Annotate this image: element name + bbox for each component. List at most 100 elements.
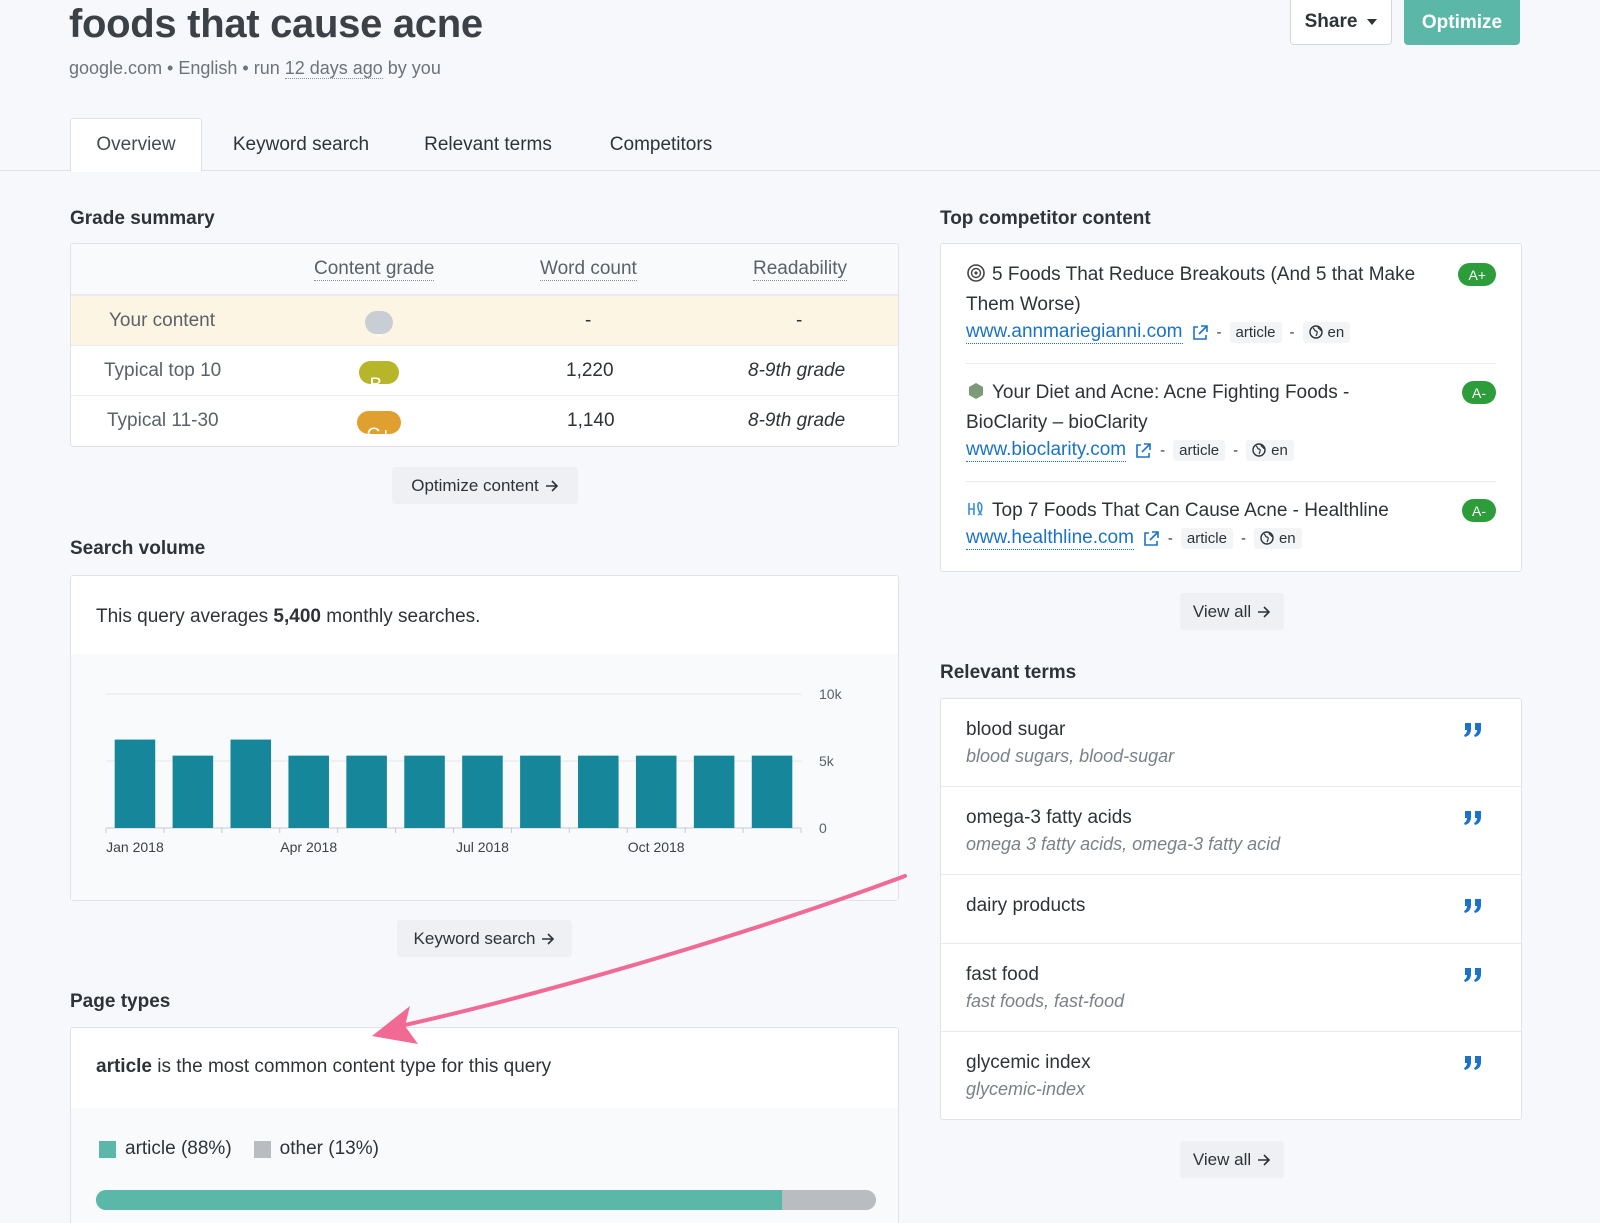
quote-icon[interactable] <box>1463 897 1483 915</box>
keyword-search-button[interactable]: Keyword search <box>397 920 572 957</box>
bar <box>578 755 619 828</box>
page-header: foods that cause acne google.com • Engli… <box>0 0 1600 172</box>
top-competitor-title: Top competitor content <box>940 208 1151 229</box>
term-item[interactable]: omega-3 fatty acids omega 3 fatty acids,… <box>941 787 1521 875</box>
optimize-content-button[interactable]: Optimize content <box>392 467 578 504</box>
separator: - <box>1240 530 1246 547</box>
share-label: Share <box>1304 11 1358 32</box>
competitor-link[interactable]: www.annmariegianni.com <box>966 321 1183 344</box>
term-variants: glycemic-index <box>966 1079 1086 1099</box>
language-code: en <box>1327 324 1345 341</box>
grade-badge: A+ <box>1458 263 1496 286</box>
term-variants: blood sugars, blood-sugar <box>966 746 1175 766</box>
view-all-terms-button[interactable]: View all <box>1180 1141 1284 1178</box>
competitor-title[interactable]: 5 Foods That Reduce Breakouts (And 5 tha… <box>966 260 1496 320</box>
language-code: en <box>1278 530 1296 547</box>
quote-icon[interactable] <box>1463 1054 1483 1072</box>
competitor-title[interactable]: Top 7 Foods That Can Cause Acne - Health… <box>966 496 1496 526</box>
row-label: Typical 11-30 <box>107 410 219 431</box>
search-volume-title: Search volume <box>70 538 206 559</box>
share-button[interactable]: Share <box>1290 0 1392 45</box>
run-time[interactable]: 12 days ago <box>284 58 383 79</box>
bar <box>751 755 793 828</box>
grade-summary-title: Grade summary <box>70 208 215 229</box>
language-code: en <box>1271 442 1288 459</box>
competitor-title-text: 5 Foods That Reduce Breakouts (And 5 tha… <box>966 264 1416 315</box>
page-types-title: Page types <box>70 991 171 1012</box>
search-volume-card: This query averages 5,400 monthly search… <box>70 575 899 901</box>
external-link-icon[interactable] <box>1191 324 1209 342</box>
bar <box>635 755 677 828</box>
term-item[interactable]: dairy products <box>941 875 1521 944</box>
table-row-11-30: Typical 11-30 C+ 1,140 8-9th grade <box>71 396 898 446</box>
hexagon-favicon-icon <box>969 383 983 399</box>
term-variants: fast foods, fast-food <box>966 991 1125 1011</box>
tab-overview[interactable]: Overview <box>70 118 202 172</box>
y-tick-label: 5k <box>819 753 835 769</box>
grade-badge: A- <box>1462 381 1496 404</box>
optimize-button[interactable]: Optimize <box>1404 0 1520 45</box>
bar <box>404 755 445 828</box>
separator: - <box>1289 324 1295 341</box>
competitor-title[interactable]: Your Diet and Acne: Acne Fighting Foods … <box>966 378 1496 438</box>
content-type-tag: article <box>1180 528 1233 549</box>
term-item[interactable]: glycemic index glycemic-index <box>941 1032 1521 1118</box>
competitor-meta: www.bioclarity.com - article - en <box>966 439 1496 462</box>
search-volume-summary: This query averages 5,400 monthly search… <box>96 606 480 628</box>
y-tick-label: 0 <box>819 820 827 836</box>
x-tick-label: Apr 2018 <box>280 839 337 855</box>
term-item[interactable]: fast food fast foods, fast-food <box>941 944 1521 1032</box>
view-all-competitors-button[interactable]: View all <box>1180 593 1284 630</box>
tab-keyword-search[interactable]: Keyword search <box>232 134 370 155</box>
view-all-label: View all <box>1192 1149 1252 1169</box>
external-link-icon[interactable] <box>1142 530 1160 548</box>
readability: - <box>796 310 803 331</box>
language-tag: en <box>1302 322 1351 343</box>
bar <box>346 755 387 828</box>
grade-badge: B- <box>359 361 399 396</box>
external-link-icon[interactable] <box>1134 442 1152 460</box>
competitor-link[interactable]: www.bioclarity.com <box>966 439 1127 462</box>
keyword-search-label: Keyword search <box>413 928 536 948</box>
table-row-top-10: Typical top 10 B- 1,220 8-9th grade <box>71 346 898 396</box>
meta-suffix: by you <box>382 58 441 78</box>
bar <box>462 755 503 828</box>
word-count: 1,140 <box>567 410 615 431</box>
term-name: fast food <box>966 964 1039 985</box>
column-word-count[interactable]: Word count <box>540 258 637 281</box>
competitor-link[interactable]: www.healthline.com <box>966 527 1134 550</box>
grade-badge: C+ <box>357 411 401 446</box>
healthline-favicon-icon <box>968 501 983 516</box>
quote-icon[interactable] <box>1463 809 1483 827</box>
row-label: Typical top 10 <box>104 360 222 381</box>
view-all-label: View all <box>1192 601 1252 621</box>
summary-suffix: monthly searches. <box>320 606 481 627</box>
competitor-title-text: Top 7 Foods That Can Cause Acne - Health… <box>992 500 1389 521</box>
y-tick-label: 10k <box>819 686 843 702</box>
bar <box>172 755 214 828</box>
table-row-your-content: Your content - - - <box>71 296 898 346</box>
readability: 8-9th grade <box>748 360 846 381</box>
quote-icon[interactable] <box>1463 966 1483 984</box>
spiral-favicon-icon <box>967 264 985 282</box>
competitor-item: A+ 5 Foods That Reduce Breakouts (And 5 … <box>966 244 1496 364</box>
tab-competitors[interactable]: Competitors <box>609 134 713 155</box>
legend-label: article (88%) <box>125 1138 232 1159</box>
meta-prefix: google.com • English • run <box>69 58 285 78</box>
term-item[interactable]: blood sugar blood sugars, blood-sugar <box>941 699 1521 787</box>
quote-icon[interactable] <box>1463 721 1483 739</box>
x-tick-label: Jul 2018 <box>456 839 509 855</box>
term-name: glycemic index <box>966 1052 1091 1073</box>
column-content-grade[interactable]: Content grade <box>314 258 435 281</box>
term-variants: omega 3 fatty acids, omega-3 fatty acid <box>966 834 1281 854</box>
search-volume-chart: 0 5k 10k Jan 2018 Apr 2018 Jul 2018 Oct 2018 <box>105 686 843 855</box>
relevant-terms-list: blood sugar blood sugars, blood-sugar om… <box>940 698 1522 1120</box>
column-readability[interactable]: Readability <box>753 258 847 281</box>
monthly-searches-value: 5,400 <box>273 606 321 627</box>
x-tick-label: Jan 2018 <box>106 839 164 855</box>
term-name: blood sugar <box>966 719 1066 740</box>
summary-prefix: This query averages <box>96 606 274 627</box>
tab-relevant-terms[interactable]: Relevant terms <box>424 134 552 155</box>
search-volume-chart-area: 0 5k 10k Jan 2018 Apr 2018 Jul 2018 Oct 2018 <box>71 654 898 900</box>
tab-bar: Overview Keyword search Relevant terms C… <box>70 118 746 172</box>
